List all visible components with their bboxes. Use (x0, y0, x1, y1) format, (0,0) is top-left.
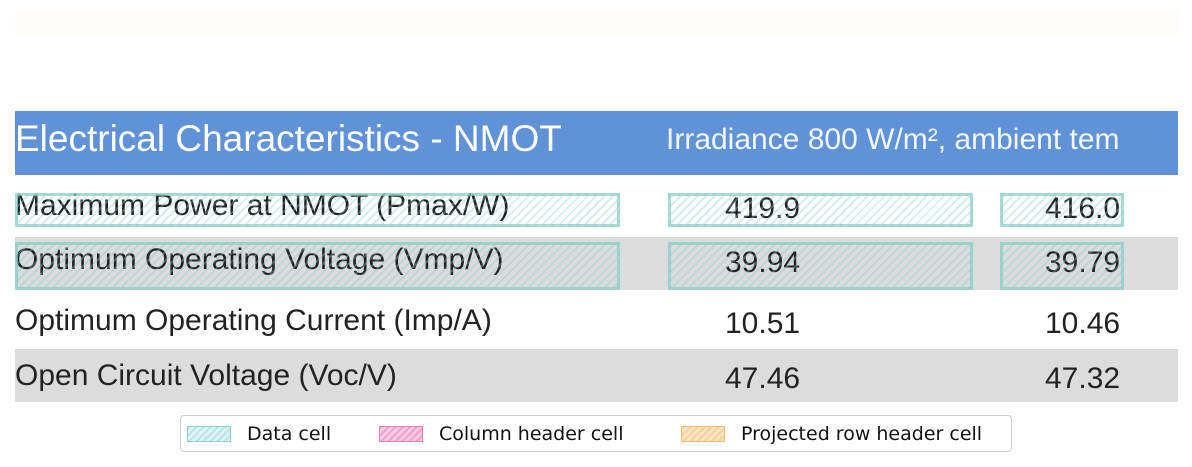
value-cell: 39.94 (725, 248, 800, 278)
legend: Data cell Column header cell Projected r… (180, 415, 1012, 452)
legend-label: Column header cell (439, 423, 624, 445)
value-cell: 419.9 (725, 194, 800, 224)
header-row (15, 111, 1178, 175)
header-cell: Electrical Characteristics - NMOT (15, 118, 562, 159)
data-cell-box (668, 193, 973, 227)
data-cell-box (1000, 242, 1124, 290)
data-cell-box (15, 242, 620, 290)
value-cell: 47.32 (1045, 364, 1121, 394)
row-bg (15, 349, 1178, 402)
data-cell-box (1000, 193, 1124, 227)
legend-swatch (681, 426, 725, 442)
value-cell: 39.79 (1045, 248, 1120, 278)
legend-swatch (379, 426, 423, 442)
row-label: Optimum Operating Current (Imp/A) (15, 306, 492, 336)
top-band (15, 10, 1178, 35)
value-cell: 10.46 (1045, 309, 1121, 339)
legend-label: Projected row header cell (741, 423, 983, 445)
data-cell-box (15, 193, 620, 227)
header-cell: Irradiance 800 W/m², ambient tem (666, 123, 1120, 156)
legend-swatch (187, 426, 231, 442)
row-bg (15, 237, 1178, 290)
value-cell: 47.46 (725, 364, 801, 394)
row-label: Open Circuit Voltage (Voc/V) (15, 361, 397, 391)
value-cell: 10.51 (725, 309, 801, 339)
row-label: Optimum Operating Voltage (Vmp/V) (15, 245, 504, 275)
data-cell-box (668, 242, 973, 290)
value-cell: 416.0 (1045, 194, 1120, 224)
legend-label: Data cell (247, 423, 332, 445)
